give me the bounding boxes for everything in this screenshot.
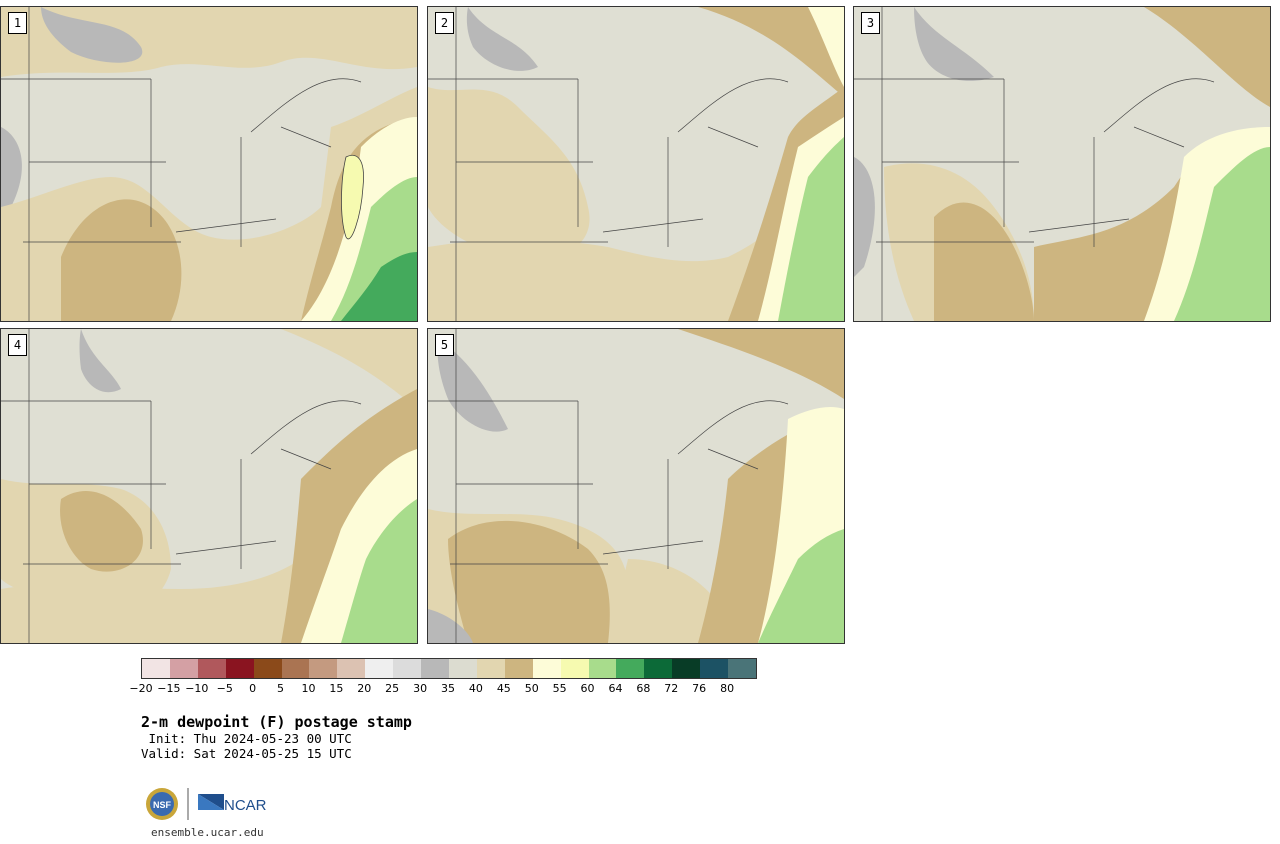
ensemble-member-map-1: 1 <box>0 6 418 322</box>
colorbar-swatch <box>644 659 673 678</box>
colorbar-tick-label: 30 <box>413 682 428 695</box>
colorbar-tick-labels: −20 −15 −10 −5 0 5 10 15 20 25 30 35 40 45 50 55 60 64 68 7… <box>129 682 757 696</box>
colorbar-swatch <box>532 659 561 678</box>
colorbar-tick-label: −10 <box>185 682 209 695</box>
colorbar-tick-label: 35 <box>441 682 455 695</box>
nsf-ncar-logo: NSF NCAR <box>146 788 267 820</box>
colorbar-swatch <box>309 659 338 678</box>
dewpoint-map-3 <box>854 7 1270 321</box>
colorbar-tick-label: −15 <box>157 682 181 695</box>
ncar-logo-text: NCAR <box>224 797 267 814</box>
init-time: Init: Thu 2024-05-23 00 UTC <box>141 731 352 746</box>
dewpoint-map-5 <box>428 329 844 643</box>
colorbar-swatch <box>225 659 254 678</box>
colorbar-swatch <box>253 659 282 678</box>
ensemble-member-map-3: 3 <box>853 6 1271 322</box>
colorbar-tick-label: 55 <box>552 682 567 695</box>
colorbar-swatch <box>142 659 170 678</box>
colorbar-swatch <box>616 659 645 678</box>
colorbar-tick-label: 60 <box>580 682 595 695</box>
colorbar-tick-label: 76 <box>692 682 707 695</box>
colorbar-tick-label: 0 <box>249 682 257 695</box>
colorbar-swatch <box>504 659 533 678</box>
colorbar-swatch <box>728 659 756 678</box>
ensemble-member-map-4: 4 <box>0 328 418 644</box>
colorbar-tick-label: 64 <box>608 682 623 695</box>
colorbar-tick-label: −20 <box>129 682 153 695</box>
colorbar-tick-label: 5 <box>277 682 285 695</box>
colorbar-tick-label: 50 <box>524 682 539 695</box>
colorbar-tick-label: 10 <box>301 682 316 695</box>
ensemble-member-map-5: 5 <box>427 328 845 644</box>
colorbar-swatch <box>560 659 589 678</box>
colorbar-tick-label: 40 <box>468 682 483 695</box>
logos: NSF NCAR <box>144 786 284 822</box>
colorbar-swatch <box>281 659 310 678</box>
dewpoint-map-4 <box>1 329 417 643</box>
nsf-logo-text: NSF <box>153 800 172 810</box>
panel-number: 5 <box>435 334 454 356</box>
colorbar-tick-label: 80 <box>720 682 735 695</box>
panel-number: 2 <box>435 12 454 34</box>
colorbar-tick-label: −5 <box>216 682 233 695</box>
dewpoint-map-1 <box>1 7 417 321</box>
colorbar-swatch <box>672 659 701 678</box>
colorbar-tick-label: 15 <box>329 682 344 695</box>
colorbar-swatch <box>365 659 394 678</box>
colorbar-tick-label: 20 <box>357 682 372 695</box>
colorbar-swatch <box>476 659 505 678</box>
colorbar-swatch <box>700 659 729 678</box>
figure-title: 2-m dewpoint (F) postage stamp <box>141 713 412 731</box>
website-url: ensemble.ucar.edu <box>151 826 264 839</box>
colorbar-tick-label: 45 <box>496 682 511 695</box>
colorbar-tick-label: 68 <box>636 682 651 695</box>
colorbar-swatch <box>197 659 226 678</box>
valid-time: Valid: Sat 2024-05-25 15 UTC <box>141 746 352 761</box>
dewpoint-colorbar <box>141 658 757 679</box>
dewpoint-map-2 <box>428 7 844 321</box>
colorbar-tick-label: 72 <box>664 682 679 695</box>
colorbar-swatch <box>421 659 449 678</box>
panel-number: 1 <box>8 12 27 34</box>
colorbar-swatch <box>448 659 477 678</box>
ensemble-member-map-2: 2 <box>427 6 845 322</box>
colorbar-swatch <box>169 659 198 678</box>
colorbar-tick-label: 25 <box>385 682 400 695</box>
colorbar-swatch <box>337 659 366 678</box>
panel-number: 4 <box>8 334 27 356</box>
panel-number: 3 <box>861 12 880 34</box>
colorbar-swatch <box>588 659 617 678</box>
colorbar-swatch <box>393 659 422 678</box>
